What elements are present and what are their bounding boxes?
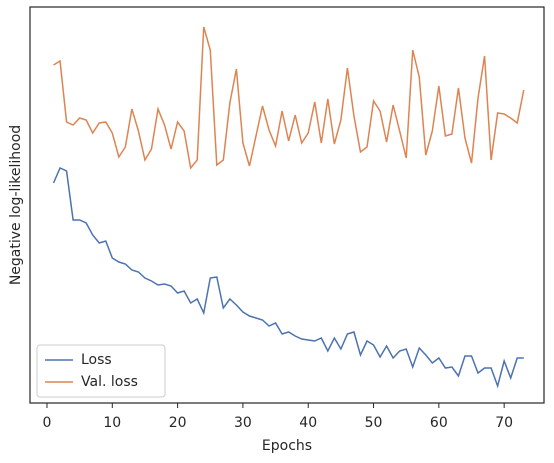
- x-tick-label: 40: [299, 415, 317, 431]
- legend-label: Val. loss: [81, 374, 138, 390]
- y-axis-label: Negative log-likelihood: [8, 125, 24, 285]
- x-tick-label: 10: [103, 415, 121, 431]
- series-line: [52, 166, 524, 389]
- x-tick-label: 60: [430, 415, 448, 431]
- plot-frame: [29, 6, 545, 404]
- legend-box: [36, 344, 166, 398]
- x-tick-label: 70: [495, 415, 513, 431]
- x-tick-label: 0: [43, 415, 52, 431]
- x-tick-label: 30: [234, 415, 252, 431]
- series-line: [53, 26, 525, 170]
- x-tick-label: 50: [365, 415, 383, 431]
- x-axis-label: Epochs: [262, 438, 312, 454]
- x-tick-label: 20: [169, 415, 187, 431]
- legend-label: Loss: [81, 352, 112, 368]
